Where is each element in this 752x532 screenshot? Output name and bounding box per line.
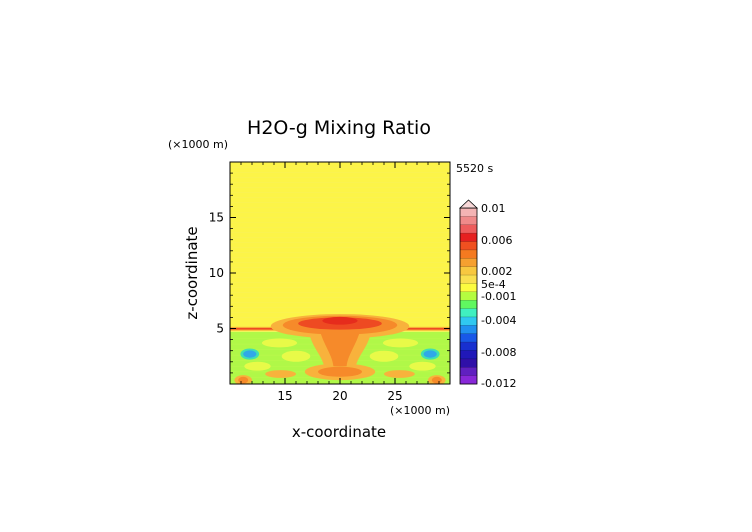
field — [230, 162, 450, 384]
axis-ticks: 15 20 25 5 10 15 — [209, 162, 450, 403]
colorbar-label: -0.001 — [481, 290, 516, 303]
colorbar-label: -0.012 — [481, 377, 516, 390]
colorbar-swatch — [460, 375, 477, 385]
upper-layer — [230, 162, 450, 332]
colorbar-swatch — [460, 241, 477, 251]
colorbar-swatch — [460, 316, 477, 326]
x-unit-label: (×1000 m) — [390, 404, 450, 417]
eddy-core — [423, 350, 437, 358]
x-tick-label: 15 — [277, 389, 292, 403]
x-tick-label: 25 — [387, 389, 402, 403]
low-blob — [384, 370, 415, 378]
colorbar-swatch — [460, 258, 477, 267]
x-tick-label: 20 — [332, 389, 347, 403]
colorbar-swatch — [460, 300, 477, 309]
y-axis-label: z-coordinate — [183, 226, 201, 319]
light-patch — [369, 350, 399, 362]
light-patch — [382, 338, 419, 348]
colorbar-swatch — [460, 350, 477, 360]
y-tick-label: 15 — [209, 211, 224, 225]
eddy-core — [243, 350, 257, 358]
colorbar-swatch — [460, 249, 477, 259]
colorbar-swatch — [460, 358, 477, 368]
edge-blob-core — [431, 376, 442, 384]
colorbar-swatch — [460, 266, 477, 276]
colorbar-label: -0.004 — [481, 314, 516, 327]
y-tick-label: 10 — [209, 266, 224, 280]
plume-stem-mid — [320, 331, 360, 367]
colorbar-swatch — [460, 208, 477, 217]
light-patch — [261, 338, 298, 348]
chart-title: H2O-g Mixing Ratio — [247, 117, 431, 139]
colorbar-swatch — [460, 367, 477, 376]
low-blob — [265, 370, 296, 378]
colorbar-label: 0.002 — [481, 265, 513, 278]
time-label: 5520 s — [456, 162, 493, 175]
colorbar-label: 5e-4 — [481, 278, 506, 291]
colorbar-swatch — [460, 308, 477, 318]
colorbar-swatch — [460, 275, 477, 284]
colorbar-swatch — [460, 283, 477, 293]
colorbar-swatch — [460, 291, 477, 301]
colorbar-swatch — [460, 216, 477, 226]
light-patch — [281, 350, 311, 362]
colorbar-arrow — [458, 199, 479, 209]
colorbar-swatch — [460, 233, 477, 242]
y-unit-label: (×1000 m) — [168, 138, 228, 151]
colorbar-swatch — [460, 342, 477, 351]
light-patch — [409, 361, 436, 371]
plume-top-core — [322, 316, 358, 325]
colorbar-label: 0.01 — [481, 202, 506, 215]
colorbar-swatch — [460, 333, 477, 343]
colorbar-label: -0.008 — [481, 346, 516, 359]
colorbar-label: 0.006 — [481, 234, 513, 247]
x-axis-label: x-coordinate — [292, 423, 386, 441]
colorbar-swatch — [460, 325, 477, 335]
y-tick-label: 5 — [216, 322, 224, 336]
edge-blob-core — [238, 376, 249, 384]
light-patch — [244, 361, 271, 371]
plume-base-mid — [318, 366, 362, 377]
colorbar-swatch — [460, 224, 477, 234]
